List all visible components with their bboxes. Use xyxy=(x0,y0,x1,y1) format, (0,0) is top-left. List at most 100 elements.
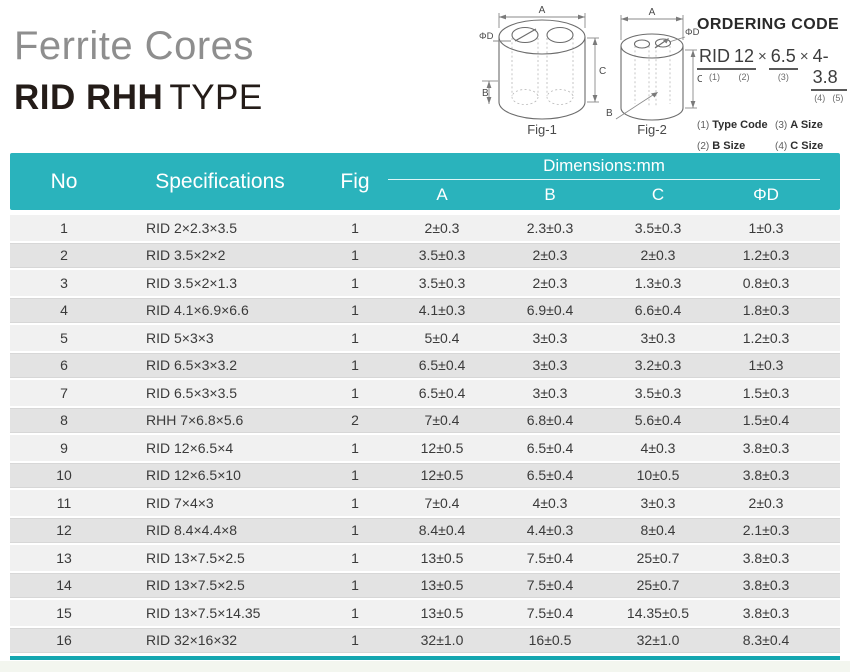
cell-dim-b: 16±0.5 xyxy=(528,632,572,649)
cell-dim-c: 10±0.5 xyxy=(636,467,680,484)
cell-dim-c: 3±0.3 xyxy=(640,494,676,511)
cell-dim-b: 4±0.3 xyxy=(532,494,568,511)
code-part: 6.5 (3) xyxy=(768,46,798,82)
cell-fig: 2 xyxy=(351,412,359,429)
cell-fig: 1 xyxy=(351,522,359,539)
cell-dim-a: 6.5±0.4 xyxy=(418,384,466,401)
cell-no: 2 xyxy=(60,247,68,264)
table-row: 13 RID 13×7.5×2.5 1 13±0.5 7.5±0.4 25±0.7 3.8±… xyxy=(10,545,840,573)
cell-dim-phid: 3.8±0.3 xyxy=(742,439,790,456)
cell-dim-phid: 0.8±0.3 xyxy=(742,274,790,291)
code-part: RID (1) xyxy=(697,46,732,82)
page-footer-strip xyxy=(0,661,850,672)
cell-specification: RID 2×2.3×3.5 xyxy=(146,219,238,236)
cell-dims-group: 6.5±0.4 3±0.3 3.5±0.3 1.5±0.3 xyxy=(388,385,840,401)
table-row: 16 RID 32×16×32 1 32±1.0 16±0.5 32±1.0 8.3±0.4 xyxy=(10,627,840,655)
cell-dims-group: 3.5±0.3 2±0.3 2±0.3 1.2±0.3 xyxy=(388,247,840,263)
legend-col1: (1) Type Code (2) B Size xyxy=(697,115,775,178)
cell-no: 14 xyxy=(56,577,72,594)
ordering-code-title: ORDERING CODE xyxy=(697,16,840,33)
cell-no: 13 xyxy=(56,549,72,566)
cell-no: 12 xyxy=(56,522,72,539)
cell-no: 11 xyxy=(56,494,72,511)
cell-specification: RHH 7×6.8×5.6 xyxy=(146,412,244,429)
legend-item: (4) C Size xyxy=(775,140,824,152)
cell-dim-b: 2.3±0.3 xyxy=(526,219,574,236)
cell-dim-a: 12±0.5 xyxy=(420,439,464,456)
cell-dim-c: 6.6±0.4 xyxy=(634,302,682,319)
page-subtitle: RID RHH TYPE xyxy=(14,78,263,118)
cell-dim-a: 7±0.4 xyxy=(424,494,460,511)
table-bottom-accent xyxy=(10,656,840,660)
table-row: 3 RID 3.5×2×1.3 1 3.5±0.3 2±0.3 1.3±0.3 0.8±0.… xyxy=(10,270,840,298)
cell-fig: 1 xyxy=(351,467,359,484)
table-row: 2 RID 3.5×2×2 1 3.5±0.3 2±0.3 2±0.3 1.2±0.3 xyxy=(10,242,840,270)
cell-specification: RID 13×7.5×2.5 xyxy=(146,549,245,566)
cell-fig: 1 xyxy=(351,302,359,319)
cell-dim-b: 4.4±0.3 xyxy=(526,522,574,539)
cell-dim-phid: 1±0.3 xyxy=(748,357,784,374)
cell-dim-c: 14.35±0.5 xyxy=(626,604,690,621)
cell-dim-phid: 1±0.3 xyxy=(748,219,784,236)
cell-no: 7 xyxy=(60,384,68,401)
cell-dim-a: 13±0.5 xyxy=(420,604,464,621)
cell-dim-a: 13±0.5 xyxy=(420,577,464,594)
cell-dim-b: 3±0.3 xyxy=(532,329,568,346)
cell-dim-c: 3.5±0.3 xyxy=(634,384,682,401)
header-no: No xyxy=(50,169,78,193)
cell-no: 6 xyxy=(60,357,68,374)
cell-specification: RID 12×6.5×4 xyxy=(146,439,234,456)
cell-dim-a: 5±0.4 xyxy=(424,329,460,346)
code-separator: × xyxy=(758,48,767,65)
table-row: 1 RID 2×2.3×3.5 1 2±0.3 2.3±0.3 3.5±0.3 1±0.3 xyxy=(10,215,840,243)
cell-no: 16 xyxy=(56,632,72,649)
cell-specification: RID 8.4×4.4×8 xyxy=(146,522,238,539)
legend-item: (1) Type Code xyxy=(697,119,768,131)
cell-dim-c: 3.2±0.3 xyxy=(634,357,682,374)
fig1-caption: Fig-1 xyxy=(527,122,557,137)
cell-specification: RID 3.5×2×1.3 xyxy=(146,274,238,291)
cell-dim-b: 3±0.3 xyxy=(532,357,568,374)
fig2-dim-phid-label: ΦD xyxy=(685,27,700,38)
cell-dim-c: 25±0.7 xyxy=(636,577,680,594)
cell-dim-c: 5.6±0.4 xyxy=(634,412,682,429)
cell-dim-b: 2±0.3 xyxy=(532,247,568,264)
cell-dim-a: 4.1±0.3 xyxy=(418,302,466,319)
type-code-bold: RID RHH xyxy=(14,78,164,117)
cell-specification: RID 3.5×2×2 xyxy=(146,247,226,264)
cell-dims-group: 4.1±0.3 6.9±0.4 6.6±0.4 1.8±0.3 xyxy=(388,302,840,318)
fig2-diagram: A ΦD C B Fig-2 xyxy=(606,7,702,137)
table-row: 10 RID 12×6.5×10 1 12±0.5 6.5±0.4 10±0.5 3.8±0… xyxy=(10,462,840,490)
cell-dim-b: 6.8±0.4 xyxy=(526,412,574,429)
fig1-dim-a-label: A xyxy=(539,5,546,16)
cell-specification: RID 6.5×3×3.2 xyxy=(146,357,238,374)
cell-fig: 1 xyxy=(351,384,359,401)
cell-dims-group: 6.5±0.4 3±0.3 3.2±0.3 1±0.3 xyxy=(388,357,840,373)
title-block: Ferrite Cores RID RHH TYPE xyxy=(14,24,263,118)
cell-specification: RID 6.5×3×3.5 xyxy=(146,384,238,401)
cell-dim-a: 6.5±0.4 xyxy=(418,357,466,374)
page-title: Ferrite Cores xyxy=(14,24,254,68)
header-dimensions-sub: A B C ΦD xyxy=(388,180,820,210)
table-row: 8 RHH 7×6.8×5.6 2 7±0.4 6.8±0.4 5.6±0.4 1.5±0.… xyxy=(10,407,840,435)
header-dim-a: A xyxy=(436,185,448,204)
fig1-dim-phid-label: ΦD xyxy=(479,31,494,42)
cell-dim-phid: 1.5±0.3 xyxy=(742,384,790,401)
cell-dims-group: 13±0.5 7.5±0.4 14.35±0.5 3.8±0.3 xyxy=(388,605,840,621)
code-part: 4-3.8 (4) (5) xyxy=(810,46,847,103)
cell-no: 8 xyxy=(60,412,68,429)
cell-dims-group: 5±0.4 3±0.3 3±0.3 1.2±0.3 xyxy=(388,330,840,346)
cell-no: 4 xyxy=(60,302,68,319)
cell-dim-phid: 2.1±0.3 xyxy=(742,522,790,539)
cell-specification: RID 32×16×32 xyxy=(146,632,238,649)
cell-dim-c: 3.5±0.3 xyxy=(634,219,682,236)
cell-dim-phid: 1.8±0.3 xyxy=(742,302,790,319)
cell-dims-group: 8.4±0.4 4.4±0.3 8±0.4 2.1±0.3 xyxy=(388,522,840,538)
table-row: 7 RID 6.5×3×3.5 1 6.5±0.4 3±0.3 3.5±0.3 1.5±0.… xyxy=(10,380,840,408)
cell-dim-b: 7.5±0.4 xyxy=(526,604,574,621)
fig2-caption: Fig-2 xyxy=(637,122,667,137)
cell-dim-phid: 3.8±0.3 xyxy=(742,467,790,484)
cell-no: 9 xyxy=(60,439,68,456)
header-dim-b: B xyxy=(544,185,556,204)
cell-dim-b: 3±0.3 xyxy=(532,384,568,401)
